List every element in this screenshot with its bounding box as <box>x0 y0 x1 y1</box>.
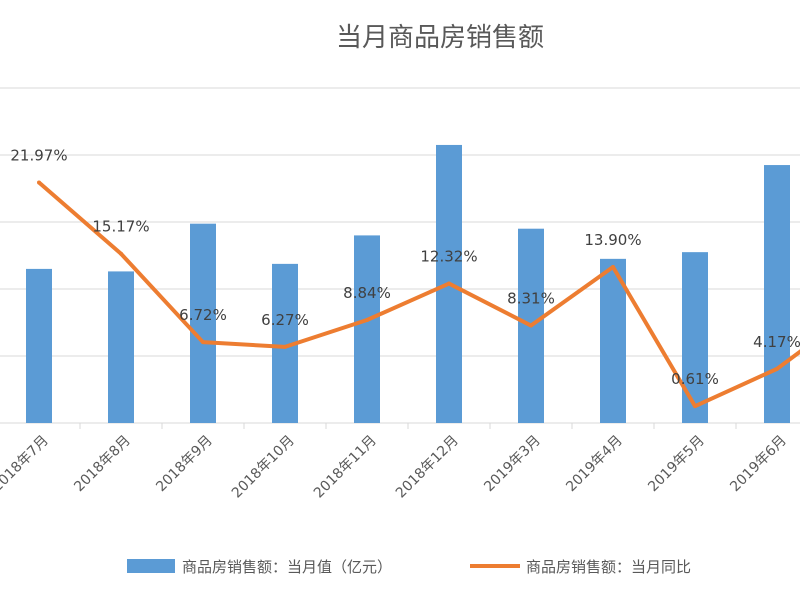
x-axis-ticks: 2018年7月 2018年8月 2018年9月 2018年10月 2018年11月 201… <box>0 433 790 502</box>
x-tick-label: 2019年4月 <box>563 433 626 496</box>
bar <box>600 258 626 423</box>
line-data-label: 15.17% <box>92 218 149 236</box>
line-point <box>775 366 779 371</box>
legend-line-label: 商品房销售额：当月同比 <box>526 558 691 576</box>
x-tick-label: 2018年7月 <box>0 433 52 496</box>
x-tick-label: 2018年11月 <box>311 433 380 502</box>
line-data-label: 4.17% <box>753 333 800 351</box>
line-point <box>447 281 451 286</box>
line-point <box>283 344 287 349</box>
line-series <box>37 180 800 409</box>
line-data-label: 12.32% <box>420 248 477 266</box>
line-point <box>529 323 533 328</box>
line-data-label: 8.31% <box>507 290 555 308</box>
line-point <box>693 404 697 409</box>
x-tick-label: 2019年3月 <box>481 433 544 496</box>
x-tick-label: 2018年10月 <box>229 433 298 502</box>
line-point <box>365 317 369 322</box>
x-tick-label: 2018年8月 <box>71 433 134 496</box>
line-point <box>37 180 41 185</box>
bar <box>682 252 708 423</box>
chart-title: 当月商品房销售额 <box>336 23 544 53</box>
bar <box>26 268 52 423</box>
bar <box>354 235 380 423</box>
line-data-label: 0.61% <box>671 370 719 388</box>
line-data-label: 21.97% <box>10 147 67 165</box>
x-tick-label: 2019年5月 <box>645 433 708 496</box>
bar <box>190 223 216 423</box>
x-tick-label: 2018年9月 <box>153 433 216 496</box>
x-tick-label: 2019年6月 <box>727 433 790 496</box>
legend: 商品房销售额：当月值（亿元） 商品房销售额：当月同比 <box>127 558 691 576</box>
line-data-label: 6.72% <box>179 306 227 324</box>
bar <box>764 165 790 424</box>
legend-bar-swatch <box>127 559 175 573</box>
bar <box>108 271 134 423</box>
line-data-label: 13.90% <box>584 231 641 249</box>
data-labels: 21.97% 15.17% 6.72% 6.27% 8.84% 12.32% 8.31% 13… <box>10 147 800 389</box>
line-point <box>201 340 205 345</box>
line-point <box>119 251 123 256</box>
legend-bar-label: 商品房销售额：当月值（亿元） <box>182 558 392 576</box>
x-tick-label: 2018年12月 <box>393 433 462 502</box>
line-point <box>611 265 615 270</box>
line-data-label: 8.84% <box>343 284 391 302</box>
bar-series <box>26 144 790 424</box>
line-data-label: 6.27% <box>261 311 309 329</box>
